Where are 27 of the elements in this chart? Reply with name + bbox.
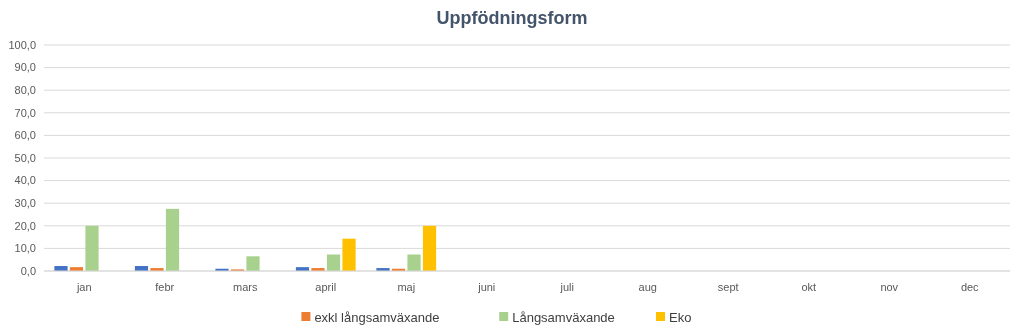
legend-label: Långsamväxande xyxy=(512,309,615,325)
x-tick-label: april xyxy=(315,281,337,293)
y-tick-label: 60,0 xyxy=(14,129,36,142)
y-tick-label: 40,0 xyxy=(14,174,36,187)
y-tick-label: 0,0 xyxy=(20,264,36,277)
x-tick-label: dec xyxy=(960,281,980,293)
y-tick-label: 100,0 xyxy=(8,38,36,51)
y-tick-label: 10,0 xyxy=(14,242,36,255)
y-tick-label: 90,0 xyxy=(14,61,36,74)
x-tick-label: nov xyxy=(880,281,899,293)
chart-title: Uppfödningsform xyxy=(436,8,588,28)
y-tick-label: 70,0 xyxy=(14,106,36,119)
legend-label: Eko xyxy=(669,309,692,325)
y-tick-label: 50,0 xyxy=(14,151,36,164)
x-tick-label: juli xyxy=(559,281,574,293)
x-tick-label: mars xyxy=(233,281,258,293)
x-tick-label: febr xyxy=(155,281,175,293)
x-tick-label: maj xyxy=(397,281,416,293)
x-tick-label: juni xyxy=(477,281,496,293)
x-tick-label: sept xyxy=(717,281,739,293)
y-tick-label: 80,0 xyxy=(14,84,36,97)
legend-label: exkl långsamväxande xyxy=(314,309,440,325)
x-tick-label: aug xyxy=(638,281,657,293)
y-tick-label: 20,0 xyxy=(14,219,36,232)
y-tick-label: 30,0 xyxy=(14,197,36,210)
x-tick-label: okt xyxy=(801,281,817,293)
x-tick-label: jan xyxy=(75,281,92,293)
